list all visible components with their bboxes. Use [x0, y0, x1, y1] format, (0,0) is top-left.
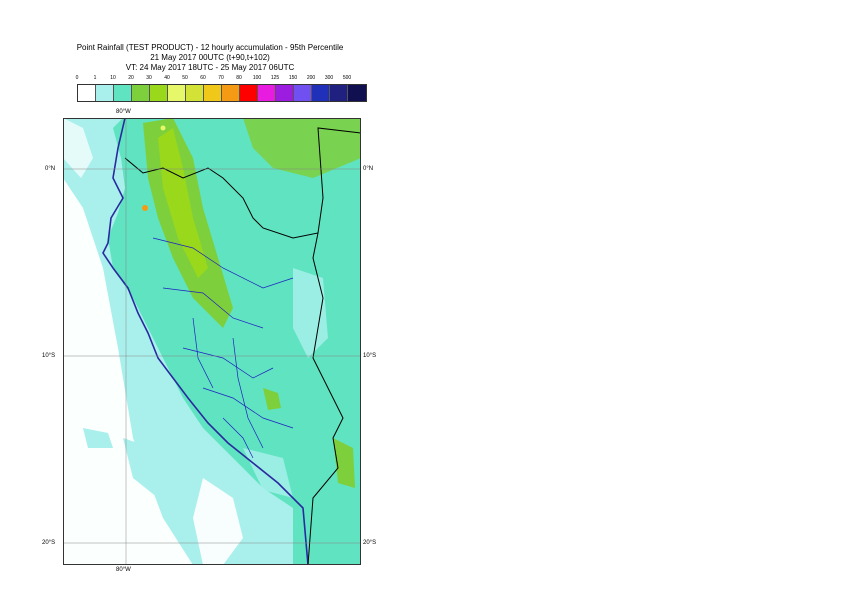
legend-tick-label: 40: [164, 75, 170, 81]
latitude-label-right-0: 0°N: [363, 166, 374, 172]
legend-tick-label: 10: [110, 75, 116, 81]
longitude-label-bottom: 80°W: [116, 567, 131, 573]
legend-swatch: [312, 85, 330, 101]
heavier-rain-band: [158, 128, 208, 278]
map-canvas: [63, 117, 362, 566]
latitude-label-right-10: 10°S: [363, 353, 377, 359]
legend-swatch: [186, 85, 204, 101]
legend-tick-label: 125: [270, 75, 280, 81]
color-legend: [77, 84, 367, 102]
legend-swatch: [348, 85, 366, 101]
map-frame: [63, 118, 361, 565]
legend-swatch: [114, 85, 132, 101]
latitude-label-right-20: 20°S: [363, 540, 377, 546]
legend-tick-label: 20: [128, 75, 134, 81]
regional-borders: [152, 237, 294, 459]
legend-swatch: [168, 85, 186, 101]
north-rain-area: [243, 118, 361, 178]
legend-swatch: [150, 85, 168, 101]
rain-max-spot: [142, 205, 148, 211]
longitude-label-top: 80°W: [116, 109, 131, 115]
legend-swatch: [132, 85, 150, 101]
rain-spot: [160, 125, 166, 131]
latitude-label-left-0: 0°N: [45, 166, 56, 172]
legend-swatch: [204, 85, 222, 101]
legend-swatch: [294, 85, 312, 101]
legend-tick-label: 300: [324, 75, 334, 81]
dry-ocean-region: [63, 178, 193, 565]
title-line-2: 21 May 2017 00UTC (t+90,t+102): [150, 53, 270, 62]
legend-tick-labels: 0 1 10 20 30 40 50 60 70 80 100 125 150 200 300 500: [70, 75, 360, 85]
inland-rain-spot: [263, 388, 281, 410]
legend-tick-label: 200: [306, 75, 316, 81]
legend-swatch: [330, 85, 348, 101]
latitude-label-left-10: 10°S: [42, 353, 56, 359]
legend-swatch: [276, 85, 294, 101]
dry-ocean-patch: [63, 118, 93, 178]
title-line-1: Point Rainfall (TEST PRODUCT) - 12 hourl…: [76, 43, 344, 52]
national-border-north: [124, 127, 362, 239]
dry-land-patch: [293, 268, 328, 358]
legend-swatch: [240, 85, 258, 101]
legend-tick-label: 0: [75, 75, 79, 81]
titicaca-rain-area: [333, 438, 355, 488]
legend-tick-label: 80: [236, 75, 242, 81]
legend-tick-label: 60: [200, 75, 206, 81]
legend-swatch: [222, 85, 240, 101]
latitude-label-left-20: 20°S: [42, 540, 56, 546]
legend-swatch: [258, 85, 276, 101]
graticule: [63, 118, 361, 565]
legend-tick-label: 30: [146, 75, 152, 81]
title-line-3: VT: 24 May 2017 18UTC - 25 May 2017 06UT…: [125, 63, 295, 72]
legend-tick-label: 70: [218, 75, 224, 81]
legend-tick-label: 50: [182, 75, 188, 81]
national-border-east: [307, 232, 344, 566]
legend-swatch: [78, 85, 96, 101]
legend-tick-label: 100: [252, 75, 262, 81]
legend-tick-label: 1: [93, 75, 97, 81]
coastline: [102, 117, 309, 566]
legend-tick-label: 500: [342, 75, 352, 81]
wet-ocean-patch-2: [83, 428, 113, 448]
legend-tick-label: 150: [288, 75, 298, 81]
map-title: Point Rainfall (TEST PRODUCT) - 12 hourl…: [60, 43, 360, 73]
legend-swatch: [96, 85, 114, 101]
wet-ocean-patch: [123, 438, 173, 498]
rainfall-map: [63, 117, 362, 566]
